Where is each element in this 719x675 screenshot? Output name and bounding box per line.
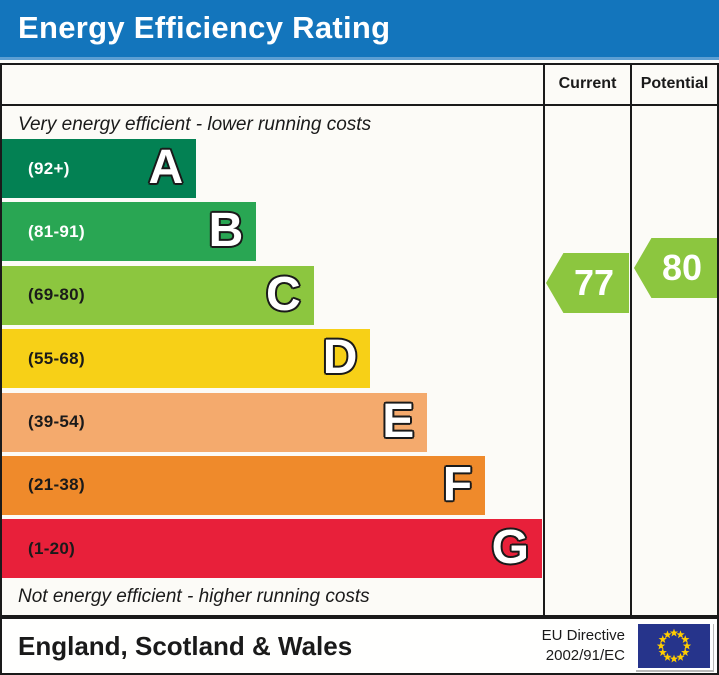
band-bar-A: (92+) A: [2, 139, 197, 198]
header-cell-current: Current: [543, 65, 630, 104]
band-letter: G: [491, 521, 529, 575]
eu-flag-icon: [635, 622, 713, 670]
eu-flag-star: [669, 628, 679, 637]
band-chart-column: Very energy efficient - lower running co…: [2, 106, 543, 615]
current-rating-arrow: 77: [546, 253, 629, 313]
top-note: Very energy efficient - lower running co…: [18, 114, 372, 135]
band-row-C: (69-80) C: [2, 265, 543, 329]
band-range-label: (92+): [28, 158, 70, 178]
band-row-A: (92+) A: [2, 139, 543, 202]
rating-table: Current Potential Very energy efficient …: [0, 63, 719, 617]
potential-rating-column: 80: [630, 106, 717, 615]
eu-flag-star: [669, 654, 679, 663]
header-cell-empty: [2, 65, 543, 104]
title-bar-stripe: [0, 57, 719, 60]
band-range-label: (55-68): [28, 348, 85, 368]
band-range-label: (1-20): [28, 538, 76, 558]
band-bar-F: (21-38) F: [2, 455, 486, 515]
page-title: Energy Efficiency Rating: [18, 10, 391, 45]
title-bar: Energy Efficiency Rating: [0, 0, 719, 57]
band-bar-C: (69-80) C: [2, 265, 314, 325]
eu-flag-star: [656, 641, 666, 650]
eu-directive-line2: 2002/91/EC: [545, 647, 625, 664]
band-bar-B: (81-91) B: [2, 202, 257, 262]
header-cell-potential: Potential: [630, 65, 717, 104]
band-letter: D: [322, 331, 358, 385]
eu-flag-star: [663, 630, 672, 639]
band-range-label: (69-80): [28, 285, 85, 305]
band-row-D: (55-68) D: [2, 329, 543, 392]
band-bar-D: (55-68) D: [2, 329, 371, 389]
bottom-note: Not energy efficient - higher running co…: [18, 586, 370, 607]
band-row-G: (1-20) G: [2, 519, 543, 582]
band-letter: C: [265, 267, 301, 321]
table-header-row: Current Potential: [2, 65, 717, 106]
band-letter: E: [382, 394, 415, 448]
table-body-row: Very energy efficient - lower running co…: [2, 106, 717, 615]
region-label: England, Scotland & Wales: [18, 630, 353, 661]
current-rating-column: 77: [543, 106, 630, 615]
eu-flag-star: [681, 635, 690, 644]
band-range-label: (21-38): [28, 475, 85, 495]
eu-flag-star: [681, 648, 690, 657]
band-row-E: (39-54) E: [2, 392, 543, 456]
eu-flag-star: [658, 635, 667, 644]
potential-rating-arrow: 80: [634, 238, 717, 298]
eu-directive-text: EU Directive 2002/91/EC: [542, 626, 625, 666]
band-letter: A: [148, 141, 184, 194]
eu-flag-star: [663, 652, 672, 661]
eu-flag-star: [658, 648, 667, 657]
footer: England, Scotland & Wales EU Directive 2…: [0, 617, 719, 675]
band-letter: B: [208, 204, 244, 258]
band-letter: F: [442, 457, 473, 511]
band-range-label: (81-91): [28, 221, 85, 241]
band-range-label: (39-54): [28, 412, 85, 432]
band-row-F: (21-38) F: [2, 455, 543, 519]
eu-flag-star: [676, 652, 685, 661]
band-bar-G: (1-20) G: [2, 519, 542, 579]
band-bar-E: (39-54) E: [2, 392, 428, 452]
eu-flag-star: [676, 630, 685, 639]
eu-flag-star: [682, 641, 692, 650]
band-row-B: (81-91) B: [2, 202, 543, 265]
eu-directive-line1: EU Directive: [541, 627, 625, 645]
bands-container: (92+) A (81-91) B (69-80) C (55-68) D (39-54) E (2…: [2, 139, 543, 583]
